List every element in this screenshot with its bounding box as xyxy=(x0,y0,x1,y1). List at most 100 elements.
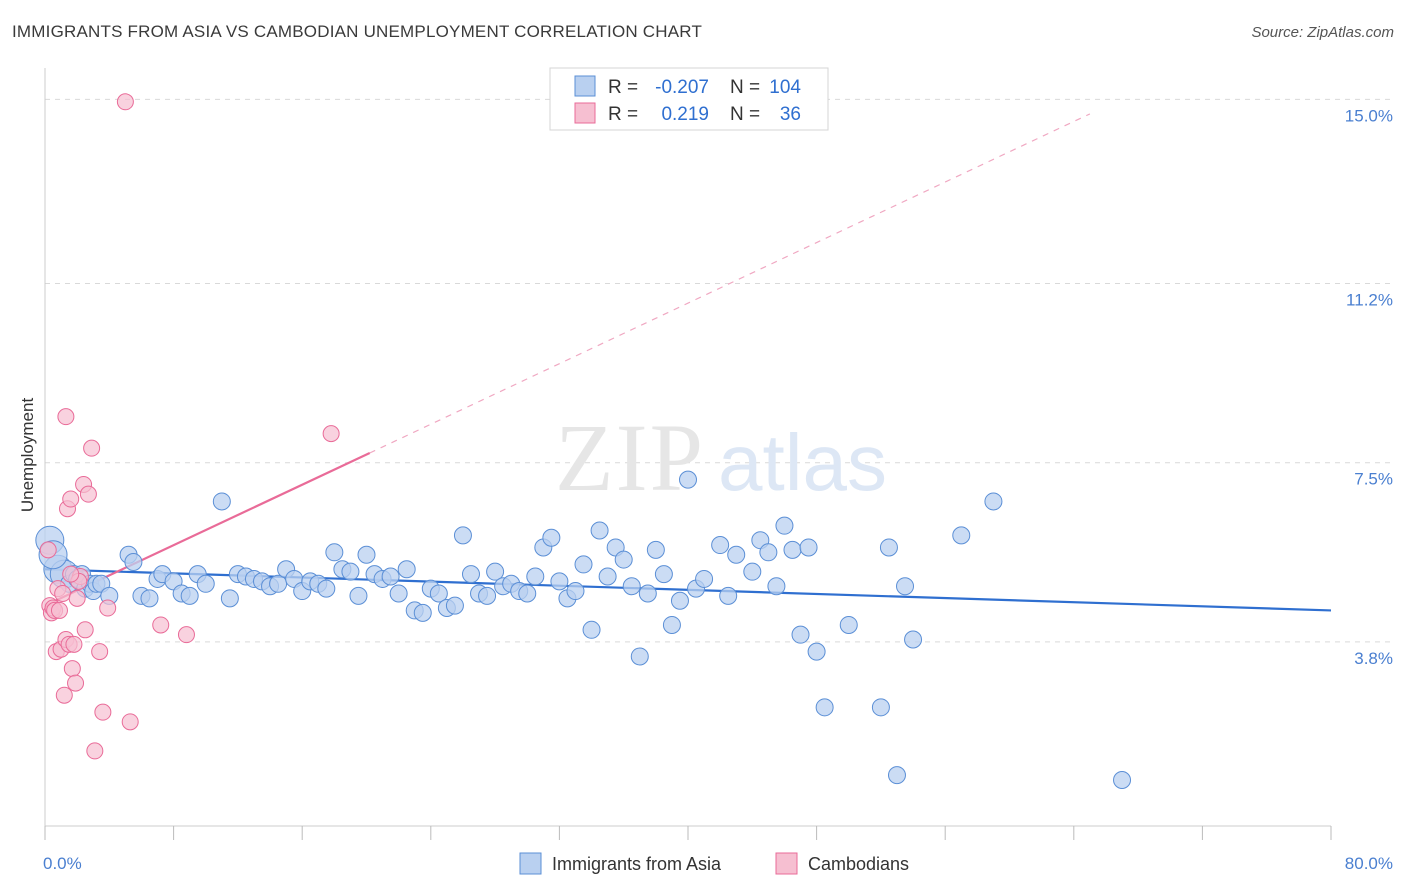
point-asia-57 xyxy=(478,586,497,605)
point-asia-84 xyxy=(695,569,714,588)
x-tick-label-0: 0.0% xyxy=(43,854,82,873)
point-cambodians-13 xyxy=(62,490,80,508)
x-tick-labels: 0.0% 80.0% xyxy=(43,854,1393,873)
watermark-zip: ZIP xyxy=(555,404,705,511)
top-legend: R = -0.207 N = 104 R = 0.219 N = 36 xyxy=(549,67,829,131)
point-asia-85 xyxy=(711,536,730,555)
point-cambodians-9 xyxy=(55,686,73,704)
chart-source: Source: ZipAtlas.com xyxy=(1251,24,1394,41)
point-asia-90 xyxy=(759,543,778,562)
legend-r-label-2: R = xyxy=(608,104,638,125)
point-asia-16 xyxy=(140,589,159,608)
y-tick-label-0: 3.8% xyxy=(1354,649,1393,668)
point-asia-100 xyxy=(879,538,898,557)
point-asia-47 xyxy=(397,560,416,579)
point-cambodians-30 xyxy=(177,626,195,644)
point-asia-51 xyxy=(429,584,448,603)
point-cambodians-24 xyxy=(91,643,109,661)
point-cambodians-26 xyxy=(99,599,117,617)
point-cambodians-27 xyxy=(57,408,75,426)
point-cambodians-8 xyxy=(54,584,72,602)
point-asia-103 xyxy=(904,630,923,649)
point-asia-104 xyxy=(952,526,971,545)
point-asia-68 xyxy=(566,582,585,601)
point-asia-91 xyxy=(767,577,786,596)
point-asia-88 xyxy=(743,562,762,581)
legend-r-value-2: 0.219 xyxy=(661,104,709,125)
point-asia-37 xyxy=(317,579,336,598)
point-asia-23 xyxy=(196,574,215,593)
y-tick-label-3: 15.0% xyxy=(1345,106,1393,125)
point-asia-72 xyxy=(598,567,617,586)
point-asia-74 xyxy=(614,550,633,569)
point-cambodians-35 xyxy=(62,565,80,583)
point-asia-40 xyxy=(341,562,360,581)
point-asia-87 xyxy=(727,545,746,564)
y-tick-label-1: 7.5% xyxy=(1354,470,1393,489)
point-asia-79 xyxy=(654,565,673,584)
point-asia-92 xyxy=(775,516,794,535)
point-asia-75 xyxy=(622,577,641,596)
legend-n-label-2: N = xyxy=(730,104,760,125)
point-asia-80 xyxy=(662,615,681,634)
point-asia-21 xyxy=(180,586,199,605)
point-cambodians-20 xyxy=(76,621,94,639)
point-cambodians-29 xyxy=(152,616,170,634)
y-axis-label: Unemployment xyxy=(18,398,37,513)
x-tick-label-1: 80.0% xyxy=(1345,854,1393,873)
point-cambodians-31 xyxy=(322,425,340,443)
point-asia-94 xyxy=(791,625,810,644)
point-asia-81 xyxy=(670,591,689,610)
bottom-legend-label-cambodians: Cambodians xyxy=(808,854,909,874)
point-cambodians-15 xyxy=(65,635,83,653)
point-cambodians-25 xyxy=(94,703,112,721)
legend-swatch-pink xyxy=(574,102,596,124)
point-asia-54 xyxy=(453,526,472,545)
point-cambodians-0 xyxy=(39,541,57,559)
point-asia-25 xyxy=(220,589,239,608)
point-cambodians-21 xyxy=(79,485,97,503)
point-asia-24 xyxy=(212,492,231,511)
data-points xyxy=(35,93,1132,789)
point-asia-49 xyxy=(413,603,432,622)
point-cambodians-28 xyxy=(121,713,139,731)
point-asia-65 xyxy=(542,528,561,547)
bottom-legend-label-asia: Immigrants from Asia xyxy=(552,854,722,874)
y-tick-label-2: 11.2% xyxy=(1346,290,1393,309)
chart-title: IMMIGRANTS FROM ASIA VS CAMBODIAN UNEMPL… xyxy=(12,22,703,41)
point-asia-42 xyxy=(357,545,376,564)
point-asia-77 xyxy=(638,584,657,603)
point-cambodians-32 xyxy=(116,93,134,111)
legend-n-value-1: 104 xyxy=(769,77,801,98)
point-asia-66 xyxy=(550,572,569,591)
point-asia-96 xyxy=(807,642,826,661)
point-cambodians-16 xyxy=(67,674,85,692)
point-asia-97 xyxy=(815,698,834,717)
point-asia-106 xyxy=(1113,770,1132,789)
trend-line-cambodians-dashed xyxy=(369,113,1091,454)
legend-n-label-1: N = xyxy=(730,77,760,98)
point-cambodians-17 xyxy=(68,589,86,607)
legend-r-label-1: R = xyxy=(608,77,638,98)
point-asia-101 xyxy=(887,766,906,785)
point-asia-76 xyxy=(630,647,649,666)
point-cambodians-23 xyxy=(86,742,104,760)
point-asia-71 xyxy=(590,521,609,540)
legend-swatch-blue xyxy=(574,75,596,97)
point-asia-41 xyxy=(349,586,368,605)
trend-lines xyxy=(44,113,1332,612)
zipatlas-watermark: ZIP atlas xyxy=(555,404,887,511)
point-asia-102 xyxy=(896,577,915,596)
y-tick-labels: 3.8% 7.5% 11.2% 15.0% xyxy=(1345,106,1393,668)
grid-lines xyxy=(45,98,1392,643)
point-asia-69 xyxy=(574,555,593,574)
point-asia-95 xyxy=(799,538,818,557)
point-asia-82 xyxy=(679,470,697,489)
point-asia-99 xyxy=(871,698,890,717)
point-asia-62 xyxy=(518,584,537,603)
point-asia-53 xyxy=(445,596,464,615)
point-cambodians-22 xyxy=(83,439,101,457)
bottom-legend: Immigrants from Asia Cambodians xyxy=(519,852,909,875)
axes xyxy=(44,68,1332,840)
